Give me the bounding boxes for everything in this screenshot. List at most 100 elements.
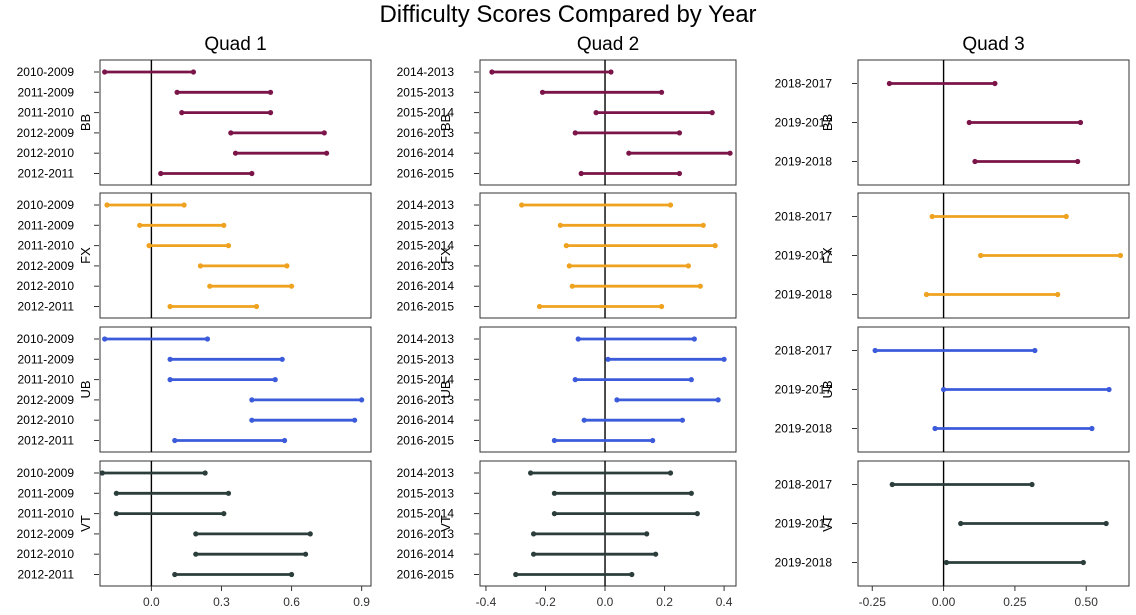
dumbbell-start-point xyxy=(569,283,575,289)
dumbbell-end-point xyxy=(694,510,700,517)
dumbbell-start-point xyxy=(551,510,558,517)
x-tick-label: 0.9 xyxy=(353,595,370,609)
dumbbell-start-point xyxy=(167,377,173,383)
y-tick-label: 2012-2009 xyxy=(17,393,75,407)
y-tick-label: 2012-2011 xyxy=(18,167,75,181)
y-tick-label: 2010-2009 xyxy=(17,198,75,212)
dumbbell-start-point xyxy=(536,303,543,310)
dumbbell-end-point xyxy=(653,551,659,557)
y-tick-label: 2012-2010 xyxy=(17,547,75,561)
dumbbell-start-point xyxy=(232,150,239,156)
dumbbell-end-point xyxy=(676,130,683,136)
y-tick-label: 2016-2013 xyxy=(397,527,455,541)
dumbbell-end-point xyxy=(225,243,232,249)
dumbbell-end-point xyxy=(221,222,227,228)
quad-2-title: Quad 2 xyxy=(577,34,639,55)
dumbbell-end-point xyxy=(204,336,211,342)
dumbbell-end-point xyxy=(658,89,665,95)
y-tick-label: 2010-2009 xyxy=(17,65,75,79)
dumbbell-end-point xyxy=(727,150,733,156)
dumbbell-end-point xyxy=(352,417,358,423)
y-tick-label: 2016-2013 xyxy=(397,393,455,407)
quad-1-bb-label: BB xyxy=(78,114,93,131)
y-tick-label: 2011-2009 xyxy=(18,218,75,232)
y-tick-label: 2016-2015 xyxy=(397,167,455,181)
dumbbell-end-point xyxy=(1080,559,1086,566)
dumbbell-end-point xyxy=(1089,425,1095,432)
dumbbell-start-point xyxy=(626,150,632,156)
y-tick-label: 2011-2009 xyxy=(18,352,75,366)
y-tick-label: 2012-2009 xyxy=(17,126,75,140)
y-tick-label: 2019-2018 xyxy=(775,422,833,436)
y-tick-label: 2012-2009 xyxy=(17,527,75,541)
dumbbell-start-point xyxy=(193,551,199,557)
chart-title: Difficulty Scores Compared by Year xyxy=(379,1,756,28)
y-tick-label: 2016-2015 xyxy=(397,568,455,582)
y-tick-label: 2016-2014 xyxy=(397,146,455,160)
dumbbell-start-point xyxy=(929,213,935,220)
quad-2-fx-label: FX xyxy=(438,247,453,264)
dumbbell-start-point xyxy=(99,470,105,476)
x-tick-label: -0.4 xyxy=(476,595,497,609)
dumbbell-end-point xyxy=(221,510,227,517)
dumbbell-end-point xyxy=(181,202,187,208)
y-tick-label: 2019-2017 xyxy=(775,517,833,531)
dumbbell-start-point xyxy=(557,222,563,228)
y-tick-label: 2016-2015 xyxy=(397,300,455,314)
y-tick-label: 2011-2010 xyxy=(18,373,75,387)
quad-3-ub-label: UB xyxy=(820,380,835,398)
dumbbell-start-point xyxy=(146,243,152,249)
dumbbell-end-point xyxy=(629,571,635,578)
dumbbell-end-point xyxy=(691,336,697,342)
quad-3-fx-label: FX xyxy=(820,247,835,264)
y-tick-label: 2015-2014 xyxy=(397,106,455,120)
y-tick-label: 2012-2009 xyxy=(17,259,75,273)
y-tick-label: 2015-2014 xyxy=(397,507,455,521)
x-tick-label: 0.0 xyxy=(597,595,614,609)
dumbbell-end-point xyxy=(1075,158,1081,165)
y-tick-label: 2016-2015 xyxy=(397,434,455,448)
dumbbell-start-point xyxy=(872,347,878,354)
dumbbell-start-point xyxy=(575,336,581,342)
dumbbell-start-point xyxy=(513,571,519,578)
dumbbell-end-point xyxy=(272,377,278,383)
dumbbell-end-point xyxy=(658,303,665,310)
y-tick-label: 2019-2017 xyxy=(775,383,833,397)
dumbbell-start-point xyxy=(193,531,199,537)
dumbbell-end-point xyxy=(688,490,694,496)
y-tick-label: 2019-2017 xyxy=(775,249,833,263)
dumbbell-start-point xyxy=(614,397,620,403)
dumbbell-end-point xyxy=(321,130,327,136)
y-tick-label: 2018-2017 xyxy=(775,344,833,358)
y-tick-label: 2019-2017 xyxy=(775,116,833,130)
quad-2-ub-panel xyxy=(479,326,737,453)
dumbbell-start-point xyxy=(172,571,178,578)
dumbbell-start-point xyxy=(167,303,173,310)
dumbbell-start-point xyxy=(563,243,569,249)
dumbbell-start-point xyxy=(207,283,213,289)
y-tick-label: 2012-2011 xyxy=(18,300,75,314)
dumbbell-end-point xyxy=(992,80,998,87)
dumbbell-start-point xyxy=(174,89,180,95)
quad-2-bb-panel xyxy=(479,59,737,186)
y-tick-label: 2014-2013 xyxy=(397,198,455,212)
y-tick-label: 2018-2017 xyxy=(775,210,833,224)
quad-2-vt-panel xyxy=(479,460,737,587)
dumbbell-start-point xyxy=(530,531,537,537)
x-tick-label: 0.50 xyxy=(1075,595,1099,609)
quad-3-ub-panel xyxy=(857,326,1130,453)
x-tick-label: 0.0 xyxy=(143,595,160,609)
dumbbell-start-point xyxy=(104,202,110,208)
x-tick-label: -0.25 xyxy=(859,595,887,609)
dumbbell-start-point xyxy=(605,356,611,362)
y-tick-label: 2011-2010 xyxy=(18,106,75,120)
quad-2-fx-panel xyxy=(479,192,737,319)
y-tick-label: 2019-2018 xyxy=(775,556,833,570)
dumbbell-start-point xyxy=(958,520,964,527)
dumbbell-start-point xyxy=(158,170,164,177)
dumbbell-end-point xyxy=(1055,291,1061,298)
y-tick-label: 2015-2013 xyxy=(397,486,455,500)
y-tick-label: 2011-2010 xyxy=(18,239,75,253)
y-tick-label: 2016-2013 xyxy=(397,126,455,140)
